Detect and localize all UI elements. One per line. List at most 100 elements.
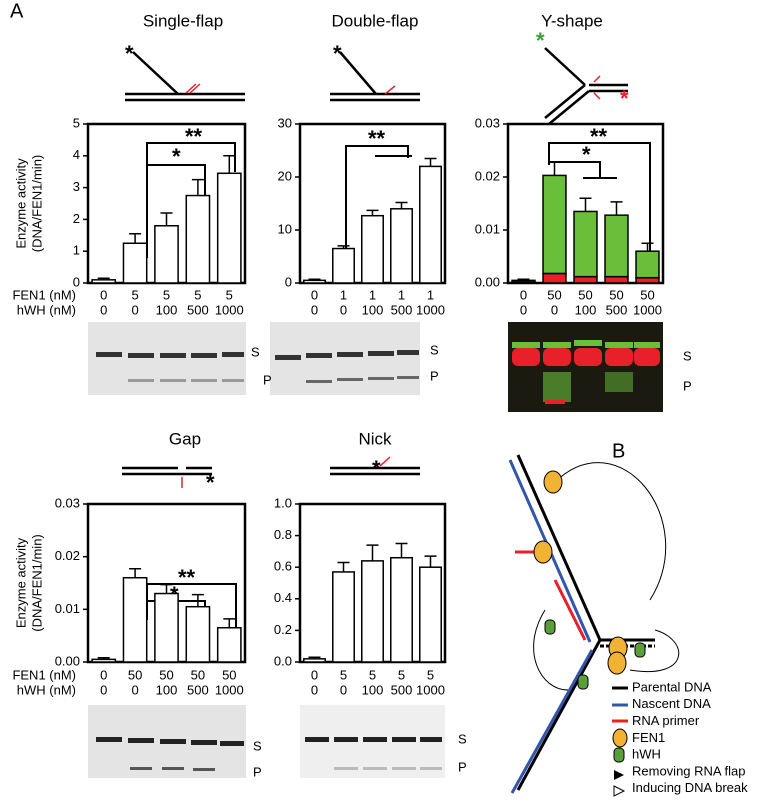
x-tick-label: 50: [159, 667, 173, 682]
y-tick-label: 0.2: [274, 622, 292, 637]
chart-title: Nick: [358, 429, 392, 448]
bar: [303, 279, 326, 284]
x-tick-label: 0: [311, 667, 318, 682]
y-tick-label: 5: [73, 115, 80, 130]
y-tick-label: 0.00: [55, 653, 80, 668]
y-tick-label: 1.0: [274, 495, 292, 510]
x-tick-label: 0: [311, 682, 318, 697]
error-bar: [424, 157, 437, 167]
x-tick-label: 1000: [215, 682, 244, 697]
x-tick-label: 100: [575, 302, 597, 317]
row-label: FEN1 (nM): [12, 667, 76, 682]
y-axis-label: Enzyme activity: [13, 158, 28, 249]
error-bar: [160, 212, 173, 226]
y-tick-label: 0.0: [274, 653, 292, 668]
schematic: [122, 47, 628, 476]
error-bar: [395, 201, 408, 209]
error-bar: [366, 209, 379, 216]
x-tick-label: 100: [362, 682, 384, 697]
x-tick-label: 1: [427, 287, 434, 302]
significance: **: [590, 124, 608, 149]
x-tick-label: 50: [128, 667, 142, 682]
x-tick-label: 50: [578, 287, 592, 302]
gel-label: S: [458, 731, 467, 746]
row-label: FEN1 (nM): [12, 287, 76, 302]
chart-title: Double-flap: [332, 11, 419, 30]
x-tick-label: 0: [311, 287, 318, 302]
schematic-cut: [181, 75, 601, 488]
y-tick-label: 0.03: [55, 495, 80, 510]
legend-label: Parental DNA: [632, 679, 712, 694]
x-tick-label: 500: [187, 682, 209, 697]
error-bar: [610, 201, 623, 216]
x-tick-label: 1: [398, 287, 405, 302]
x-tick-label: 500: [391, 302, 413, 317]
error-bar: [337, 561, 350, 572]
x-tick-label: 0: [131, 302, 138, 317]
x-tick-label: 500: [391, 682, 413, 697]
error-bar: [160, 583, 173, 594]
fork-diagram: [508, 454, 680, 794]
x-tick-label: 50: [609, 287, 623, 302]
gel-label: P: [253, 764, 262, 779]
error-bar: [641, 242, 654, 252]
bar: [361, 214, 384, 284]
error-bar: [308, 656, 321, 659]
y-tick-label: 10: [278, 221, 292, 236]
y-tick-label: 0.00: [475, 274, 500, 289]
error-bar: [191, 178, 204, 196]
x-tick-label: 0: [340, 302, 347, 317]
error-bar: [366, 544, 379, 561]
gel: [88, 322, 663, 778]
y-tick-label: 0.8: [274, 527, 292, 542]
error-bar: [129, 232, 142, 244]
x-tick-label: 5: [369, 667, 376, 682]
bar: [303, 658, 326, 663]
x-tick-label: 0: [100, 682, 107, 697]
y-axis-label: Enzyme activity: [13, 537, 28, 628]
x-tick-label: 50: [547, 287, 561, 302]
y-tick-label: 30: [278, 115, 292, 130]
bar: [419, 566, 442, 663]
x-tick-label: 100: [156, 302, 178, 317]
y-tick-label: 4: [73, 147, 80, 162]
x-tick-label: 1000: [416, 302, 445, 317]
x-tick-label: 0: [311, 302, 318, 317]
y-tick-label: 20: [278, 168, 292, 183]
bar: [122, 242, 148, 284]
bar: [332, 247, 355, 284]
x-tick-label: 0: [100, 287, 107, 302]
row-label: hWH (nM): [17, 682, 76, 697]
x-tick-label: 0: [551, 302, 558, 317]
y-tick-label: 0.02: [55, 548, 80, 563]
y-axis-label: (DNA/FEN1/min): [29, 534, 44, 632]
label-star: *: [372, 456, 381, 481]
y-tick-label: 0.6: [274, 559, 292, 574]
x-tick-label: 1000: [633, 302, 662, 317]
error-bar: [395, 542, 408, 558]
y-tick-label: 3: [73, 179, 80, 194]
gel-label: S: [253, 738, 262, 753]
x-tick-label: 1000: [416, 682, 445, 697]
bar-segment: [573, 210, 598, 278]
x-tick-label: 1000: [215, 302, 244, 317]
error-bar: [97, 657, 110, 660]
bar-segment: [511, 279, 536, 283]
bar-segment: [573, 275, 598, 284]
error-bar: [191, 593, 204, 607]
error-bar: [97, 277, 110, 280]
x-tick-label: 500: [606, 302, 628, 317]
x-tick-label: 5: [226, 287, 233, 302]
gel-label: S: [430, 342, 439, 357]
x-tick-label: 1: [340, 287, 347, 302]
bar: [91, 658, 117, 663]
bar: [91, 279, 117, 284]
significance: **: [368, 126, 386, 151]
bar-segment: [542, 174, 567, 275]
gel-label: P: [263, 372, 272, 387]
y-tick-label: 2: [73, 211, 80, 226]
error-bar: [129, 568, 142, 578]
legend-label: Removing RNA flap: [632, 763, 745, 778]
error-bar: [223, 155, 236, 174]
